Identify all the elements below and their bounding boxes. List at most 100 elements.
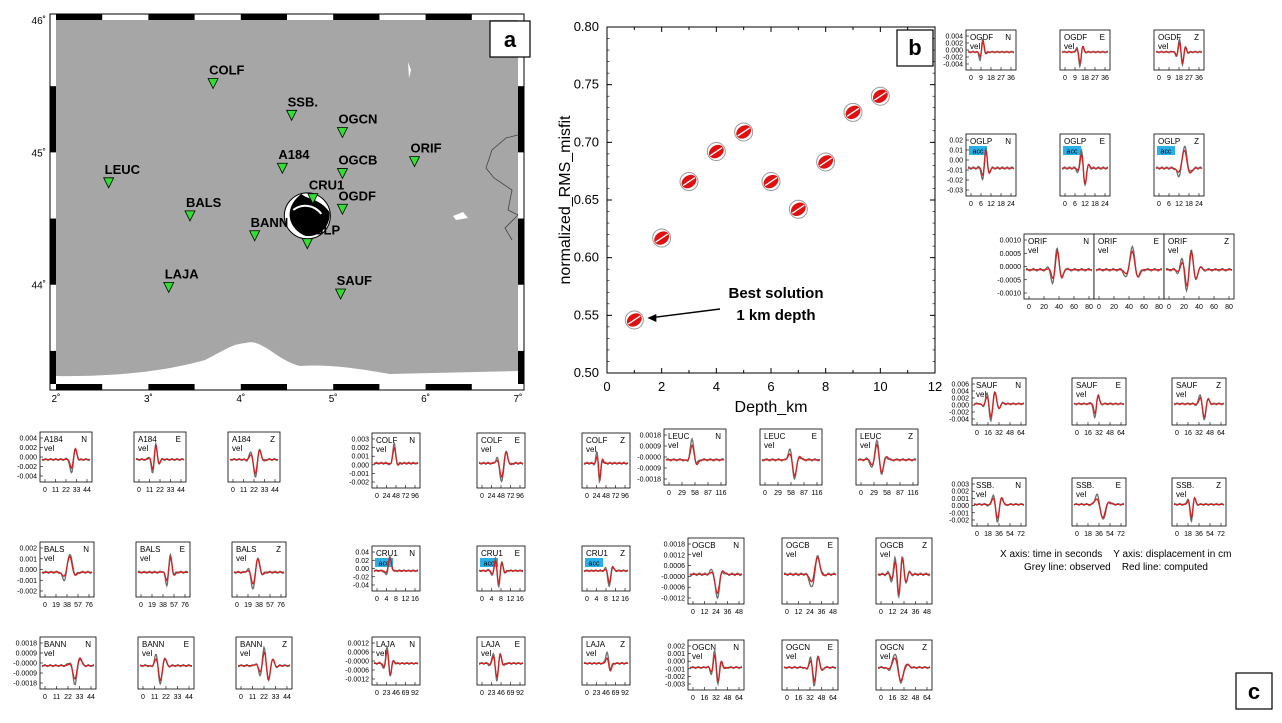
x-axis-label: Depth_km: [735, 399, 808, 416]
waveform-x-tick-label: 87: [704, 490, 712, 497]
waveform-y-tick-label: 0.0010: [1000, 238, 1022, 245]
waveform-station-label: OGCN: [692, 643, 716, 652]
waveform-x-tick-label: 23: [488, 690, 496, 697]
waveform-x-tick-label: 36: [1195, 75, 1203, 82]
waveform-component-label: Z: [1194, 33, 1199, 42]
waveform-component-label: N: [409, 549, 415, 558]
x-tick-label: 4: [713, 379, 720, 394]
waveform-y-tick-label: 0.003: [351, 437, 369, 444]
map-frame-segment: [50, 218, 56, 285]
waveform-x-tick-label: 0: [1027, 304, 1031, 311]
waveform-x-tick-label: 8: [394, 596, 398, 603]
y-tick-label: 0.65: [574, 192, 599, 207]
station-label: OGCB: [338, 153, 377, 168]
map-frame-segment: [50, 350, 56, 384]
line-note: Grey line: observed Red line: computed: [1024, 562, 1208, 573]
waveform-x-tick-label: 11: [249, 694, 256, 701]
waveform-y-tick-label: 0.003: [951, 482, 969, 489]
waveform-y-tick-label: -0.0009: [13, 671, 37, 678]
waveform-x-tick-label: 0: [1075, 531, 1079, 538]
waveform-station-label: SAUF: [1176, 381, 1197, 390]
waveform-x-tick-label: 22: [156, 487, 164, 494]
waveform-x-tick-label: 57: [266, 602, 274, 609]
station-marker-icon: [336, 203, 349, 216]
waveform-type-label: vel: [976, 490, 986, 499]
waveform-x-tick-label: 44: [83, 487, 91, 494]
waveform-x-tick-label: 18: [987, 75, 995, 82]
waveform-x-tick-label: 12: [1081, 201, 1089, 208]
station-label: OGCN: [338, 112, 377, 127]
waveform-x-tick-label: 16: [516, 596, 524, 603]
computed-waveform: [1174, 496, 1224, 521]
waveform-x-tick-label: 0: [879, 609, 883, 616]
waveform-station-label: SAUF: [1076, 381, 1097, 390]
waveform-x-tick-label: 24: [900, 609, 908, 616]
waveform-x-tick-label: 18: [997, 201, 1005, 208]
waveform-x-tick-label: 0: [667, 490, 671, 497]
lon-tick-label: 4˚: [236, 393, 245, 405]
panel-label: b: [908, 35, 921, 60]
annotation-line1: Best solution: [728, 285, 823, 302]
waveform-component-label: Z: [908, 432, 913, 441]
waveform-x-tick-label: 36: [995, 531, 1003, 538]
waveform-type-label: vel: [976, 390, 986, 399]
waveform-component-label: N: [81, 435, 87, 444]
waveform-x-tick-label: 69: [402, 690, 410, 697]
computed-waveform: [1074, 498, 1124, 519]
waveform-frame: [687, 537, 745, 605]
station-label: CRU1: [309, 178, 344, 193]
waveform-type-label: vel: [138, 444, 148, 453]
waveform-x-tick-label: 20: [1110, 304, 1118, 311]
waveform-component-label: Z: [922, 643, 927, 652]
map-frame-segment: [56, 14, 103, 20]
waveform-x-tick-label: 116: [811, 490, 822, 497]
waveform-x-tick-label: 48: [829, 609, 837, 616]
map-frame-segment: [425, 14, 472, 20]
waveform-type-label: vel: [376, 649, 386, 658]
waveform-frame: [133, 431, 187, 483]
waveform-y-tick-label: 0.002: [951, 396, 969, 403]
waveform-y-tick-label: 0.04: [355, 550, 369, 557]
waveform-type-label: vel: [1158, 42, 1168, 51]
map-frame-segment: [56, 384, 103, 390]
waveform-frame: [1171, 477, 1227, 527]
acc-badge: [1063, 146, 1081, 155]
waveform-x-tick-label: 46: [392, 690, 400, 697]
data-point-nodal: [709, 147, 723, 157]
waveform-type-label: vel: [44, 554, 54, 563]
waveform-type-label: vel: [1176, 490, 1186, 499]
waveform-component-label: N: [1005, 137, 1011, 146]
waveform-x-tick-label: 116: [907, 490, 918, 497]
waveform-y-tick-label: 0.004: [945, 34, 963, 41]
waveform-x-tick-label: 32: [995, 430, 1003, 437]
waveform-x-tick-label: 80: [1155, 304, 1163, 311]
waveform-x-tick-label: 16: [984, 430, 992, 437]
waveform-y-tick-label: -0.0009: [637, 466, 661, 473]
waveform-x-tick-label: 9: [1167, 75, 1171, 82]
waveform-x-tick-label: 57: [170, 602, 178, 609]
waveform-station-label: COLF: [481, 436, 502, 445]
waveform-x-tick-label: 44: [271, 487, 279, 494]
map-land: [56, 20, 518, 384]
waveform-x-tick-label: 32: [806, 695, 814, 702]
waveform-station-label: BANN: [240, 640, 262, 649]
waveform-x-tick-label: 0: [1097, 304, 1101, 311]
waveform-type-label: acc: [484, 561, 495, 568]
waveform-x-tick-label: 116: [715, 490, 726, 497]
y-axis-label: normalized_RMS_misfit: [557, 115, 574, 284]
map-frame-segment: [50, 86, 56, 153]
waveform-x-tick-label: 27: [1091, 75, 1099, 82]
data-point-nodal: [873, 91, 887, 101]
waveform-x-tick-label: 87: [800, 490, 808, 497]
waveform-component-label: N: [1015, 481, 1021, 490]
waveform-x-tick-label: 0: [1157, 75, 1161, 82]
station-label: SAUF: [337, 273, 372, 288]
